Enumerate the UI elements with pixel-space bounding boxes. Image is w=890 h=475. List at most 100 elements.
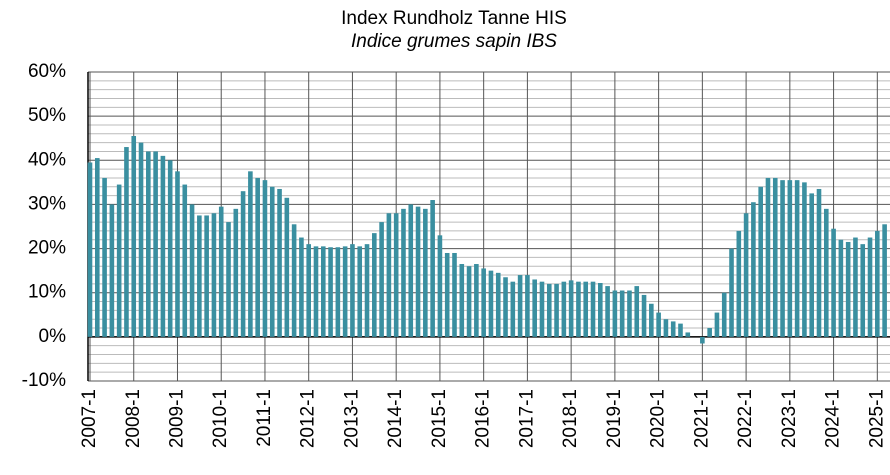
bar: [291, 224, 297, 337]
bar: [546, 283, 552, 337]
bar: [554, 283, 559, 337]
bar: [758, 186, 763, 337]
bar: [765, 177, 771, 337]
bar: [255, 177, 260, 337]
bar: [831, 228, 836, 337]
bar: [627, 290, 632, 337]
bar: [197, 215, 202, 337]
bar: [328, 247, 333, 337]
bar: [379, 222, 384, 337]
bar: [299, 237, 304, 337]
x-tick-label: 2012-1: [298, 389, 319, 448]
bar: [160, 155, 166, 337]
x-tick-label: 2019-1: [604, 389, 625, 448]
bar: [226, 222, 231, 337]
x-tick-label: 2025-1: [866, 389, 887, 448]
y-tick-label: -10%: [22, 370, 66, 391]
bar: [525, 275, 530, 337]
bar: [663, 319, 669, 337]
bar: [649, 303, 654, 337]
y-tick-label: 20%: [28, 238, 66, 259]
bar: [707, 328, 712, 337]
bar: [138, 142, 144, 337]
bar: [517, 275, 523, 337]
bar: [780, 180, 785, 337]
x-tick-label: 2018-1: [560, 389, 581, 448]
bar: [678, 323, 683, 337]
bar: [685, 332, 691, 337]
x-tick-label: 2015-1: [429, 389, 450, 448]
x-tick-label: 2021-1: [691, 389, 712, 448]
bar: [656, 312, 661, 337]
bar: [240, 191, 246, 337]
bar: [503, 277, 508, 337]
x-tick-label: 2020-1: [648, 389, 669, 448]
bar: [335, 247, 341, 337]
bar: [423, 208, 428, 337]
bar: [444, 252, 450, 337]
bar: [845, 241, 851, 337]
bar: [182, 184, 188, 337]
bar: [598, 283, 603, 337]
bar: [262, 180, 268, 337]
bar: [532, 279, 537, 337]
bar: [87, 162, 93, 337]
bar: [102, 177, 107, 337]
bar: [670, 321, 676, 337]
bar: [510, 281, 516, 337]
bar: [634, 286, 640, 337]
bar: [612, 290, 618, 337]
bar: [306, 244, 311, 337]
chart-subtitle: Indice grumes sapin IBS: [351, 31, 557, 52]
bar: [823, 208, 829, 337]
bar: [605, 286, 610, 337]
bar: [539, 281, 545, 337]
bar: [146, 151, 151, 337]
bar: [875, 230, 880, 337]
bar: [474, 264, 479, 337]
x-tick-label: 2013-1: [341, 389, 362, 448]
x-tick-label: 2009-1: [166, 389, 187, 448]
bar: [189, 204, 195, 337]
x-tick-label: 2014-1: [385, 389, 406, 448]
x-tick-label: 2010-1: [210, 389, 231, 448]
bar: [772, 177, 778, 337]
bar: [714, 312, 720, 337]
bar: [277, 188, 282, 337]
bar: [248, 171, 253, 337]
bar: [116, 184, 122, 337]
bar: [568, 280, 574, 337]
bar: [124, 147, 129, 337]
bar: [109, 204, 115, 337]
x-tick-label: 2017-1: [516, 389, 537, 448]
y-tick-label: 30%: [28, 193, 66, 214]
bar: [576, 281, 581, 337]
bar: [816, 188, 822, 337]
bar: [430, 200, 435, 337]
bar: [700, 336, 705, 344]
bar: [153, 151, 158, 337]
bar: [488, 270, 494, 337]
x-tick-label: 2022-1: [735, 389, 756, 448]
bar: [284, 197, 290, 337]
bar: [313, 246, 319, 337]
bar: [386, 213, 392, 337]
bar: [590, 281, 596, 337]
bar: [269, 186, 275, 337]
bar: [751, 202, 756, 337]
bar: [342, 246, 348, 337]
bar: [415, 206, 421, 337]
y-tick-label: 60%: [28, 61, 66, 82]
bar: [853, 237, 858, 337]
y-tick-label: 10%: [28, 282, 66, 303]
y-tick-label: 40%: [28, 149, 66, 170]
bar: [401, 208, 406, 337]
bar: [459, 264, 465, 337]
bar: [175, 171, 180, 337]
bar: [233, 208, 239, 337]
bar: [481, 268, 486, 337]
bar: [838, 239, 844, 337]
bar: [583, 281, 589, 337]
bar: [495, 272, 501, 337]
